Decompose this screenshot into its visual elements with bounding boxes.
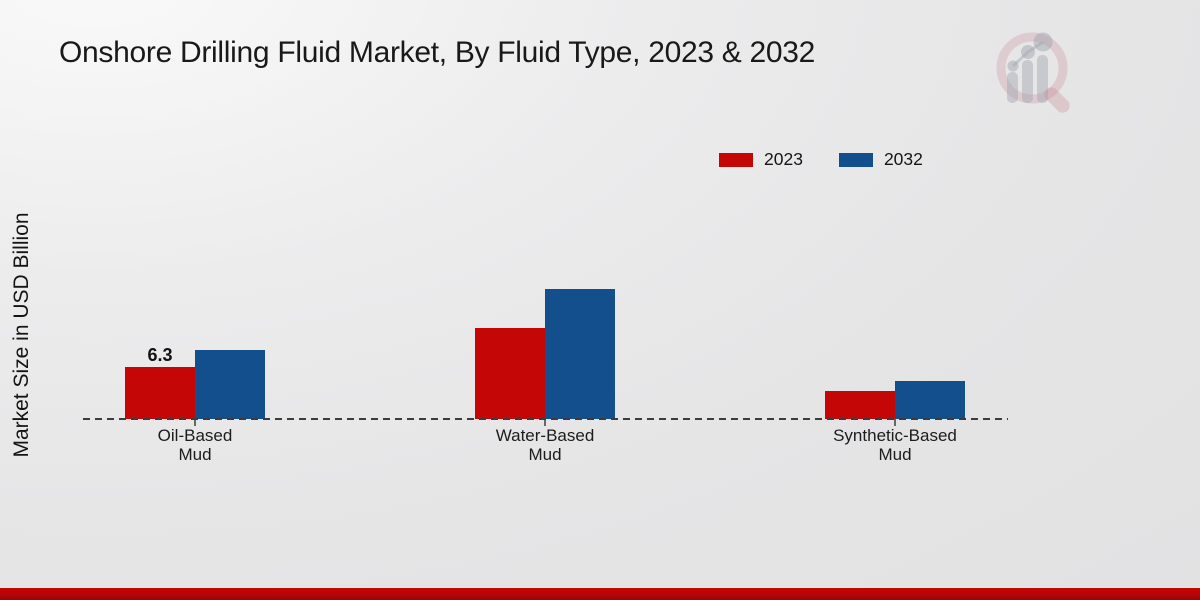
bar-2023-oil-based-mud xyxy=(125,367,195,419)
bar-2032-oil-based-mud xyxy=(195,349,265,419)
magnifier-bar-chart-watermark-icon xyxy=(996,32,1070,113)
legend-swatch-2023-icon xyxy=(719,152,753,167)
category-label: Synthetic-Based Mud xyxy=(833,426,957,464)
legend-item-2032: 2032 xyxy=(838,149,923,170)
legend-swatch-2032-icon xyxy=(838,152,873,167)
legend: 2023 2032 xyxy=(719,149,923,170)
legend-item-2023: 2023 xyxy=(719,149,803,170)
legend-label-2032: 2032 xyxy=(883,149,923,169)
category-label: Water-Based Mud xyxy=(495,426,595,464)
bar-2023-synthetic-based-mud xyxy=(825,390,895,419)
bar-2032-water-based-mud xyxy=(545,288,615,419)
bar-2032-synthetic-based-mud xyxy=(895,381,965,419)
category-label: Oil-Based Mud xyxy=(157,426,233,464)
footer-stripe xyxy=(0,588,1200,600)
chart-title: Onshore Drilling Fluid Market, By Fluid … xyxy=(59,36,816,69)
legend-label-2023: 2023 xyxy=(764,149,803,169)
bar-2023-water-based-mud xyxy=(475,328,545,419)
bar-value-label: 6.3 xyxy=(147,345,173,366)
mrfr-logo xyxy=(990,25,1090,120)
